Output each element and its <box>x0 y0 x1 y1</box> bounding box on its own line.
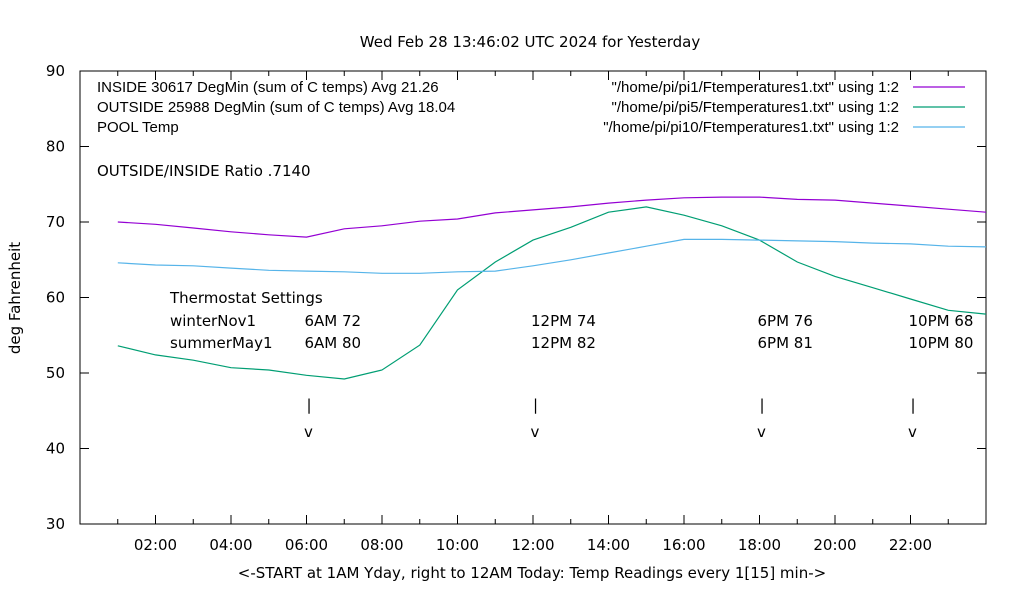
x-tick-label: 10:00 <box>436 536 479 554</box>
y-tick-label: 50 <box>46 364 65 382</box>
thermostat-setting: 6PM 81 <box>758 334 813 352</box>
chart-title: Wed Feb 28 13:46:02 UTC 2024 for Yesterd… <box>360 33 701 51</box>
x-tick-label: 12:00 <box>511 536 554 554</box>
thermostat-row-label: summerMay1 <box>170 334 273 352</box>
x-tick-label: 02:00 <box>134 536 177 554</box>
legend-title-2: OUTSIDE 25988 DegMin (sum of C temps) Av… <box>97 99 455 116</box>
x-axis-label: <-START at 1AM Yday, right to 12AM Today… <box>238 564 826 582</box>
thermostat-setting: 6AM 72 <box>305 312 362 330</box>
thermostat-setting: 6PM 76 <box>758 312 813 330</box>
y-tick-label: 40 <box>46 440 65 458</box>
thermostat-setting: 10PM 68 <box>909 312 974 330</box>
thermostat-title: Thermostat Settings <box>169 289 323 307</box>
series-line-1 <box>117 196 987 238</box>
marker-arrow: v <box>908 423 917 441</box>
y-tick-label: 70 <box>46 213 65 231</box>
x-tick-label: 22:00 <box>889 536 932 554</box>
y-tick-label: 60 <box>46 289 65 307</box>
series-line-3 <box>117 238 987 274</box>
marker-arrow: v <box>531 423 540 441</box>
legend-title-1: INSIDE 30617 DegMin (sum of C temps) Avg… <box>97 79 439 96</box>
marker-bar: | <box>307 396 312 414</box>
x-tick-label: 06:00 <box>285 536 328 554</box>
x-tick-label: 16:00 <box>662 536 705 554</box>
legend-title-3: POOL Temp <box>97 119 179 136</box>
thermostat-setting: 12PM 74 <box>531 312 596 330</box>
x-tick-label: 14:00 <box>587 536 630 554</box>
y-tick-label: 90 <box>46 62 65 80</box>
marker-bar: | <box>911 396 916 414</box>
y-tick-label: 80 <box>46 138 65 156</box>
x-tick-label: 04:00 <box>209 536 252 554</box>
legend-entry-2: "/home/pi/pi5/Ftemperatures1.txt" using … <box>612 99 899 116</box>
marker-bar: | <box>760 396 765 414</box>
series-line-2 <box>117 206 987 380</box>
marker-arrow: v <box>757 423 766 441</box>
marker-arrow: v <box>304 423 313 441</box>
x-tick-label: 20:00 <box>813 536 856 554</box>
thermostat-setting: 12PM 82 <box>531 334 596 352</box>
ratio-label: OUTSIDE/INSIDE Ratio .7140 <box>97 162 311 180</box>
legend-entry-3: "/home/pi/pi10/Ftemperatures1.txt" using… <box>603 119 899 136</box>
thermostat-setting: 10PM 80 <box>909 334 974 352</box>
y-axis-label: deg Fahrenheit <box>6 242 24 354</box>
x-tick-label: 18:00 <box>738 536 781 554</box>
thermostat-row-label: winterNov1 <box>170 312 256 330</box>
legend-entry-1: "/home/pi/pi1/Ftemperatures1.txt" using … <box>612 79 899 96</box>
marker-bar: | <box>533 396 538 414</box>
x-tick-label: 08:00 <box>360 536 403 554</box>
thermostat-setting: 6AM 80 <box>305 334 362 352</box>
y-tick-label: 30 <box>46 515 65 533</box>
